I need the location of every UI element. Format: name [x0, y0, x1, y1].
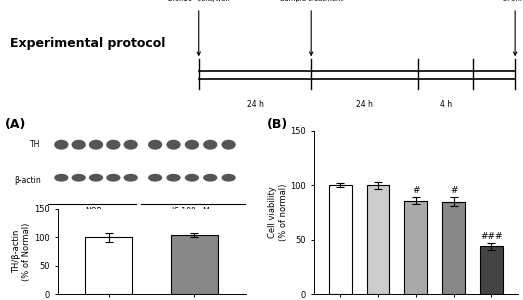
Text: Seeding
2.0x10⁵ cells/well: Seeding 2.0x10⁵ cells/well — [168, 0, 230, 2]
Text: 24 h: 24 h — [246, 100, 264, 109]
Text: 24 h: 24 h — [356, 100, 373, 109]
Text: NOR: NOR — [86, 207, 103, 216]
Text: Reading
570nm: Reading 570nm — [501, 0, 523, 2]
Text: β-actin: β-actin — [14, 176, 41, 184]
Text: IS 100 μM: IS 100 μM — [172, 207, 210, 216]
Text: (A): (A) — [5, 118, 27, 131]
Text: (B): (B) — [267, 118, 288, 131]
Text: Experimental protocol: Experimental protocol — [10, 37, 166, 50]
Text: MTT/WB sampling: MTT/WB sampling — [436, 134, 498, 140]
Text: TH: TH — [30, 140, 41, 149]
Text: Sample treatment: Sample treatment — [280, 0, 343, 2]
Text: 4 h: 4 h — [440, 100, 452, 109]
